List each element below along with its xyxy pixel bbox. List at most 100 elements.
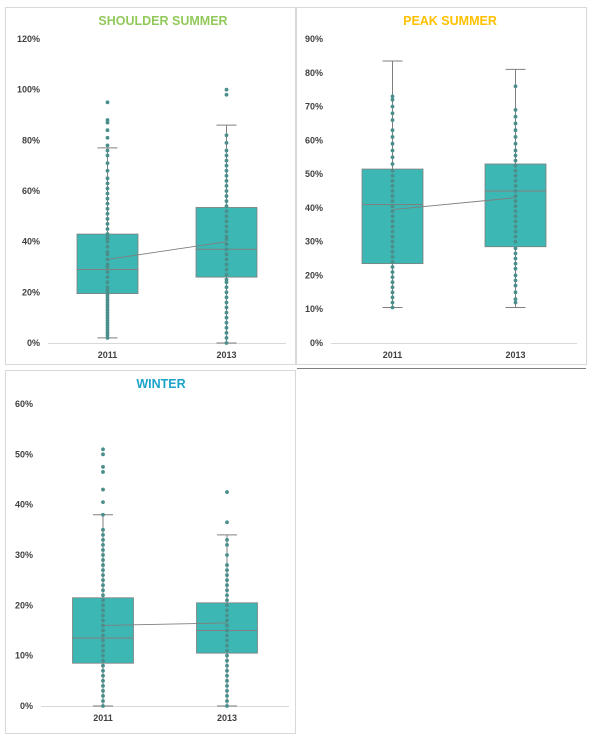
data-point (390, 249, 395, 254)
chart-title-peak-summer: PEAK SUMMER (403, 14, 497, 28)
data-point (224, 199, 229, 204)
data-point (101, 588, 105, 593)
data-point (224, 315, 229, 320)
data-point (224, 204, 229, 209)
data-point (224, 153, 229, 158)
chart-svg: PEAK SUMMER 0% 10% 20% 30% 40% 50% 60% 70% 80% 90%… (305, 14, 577, 360)
data-point (390, 199, 395, 204)
data-point (101, 643, 105, 648)
data-point (101, 608, 105, 613)
data-point (224, 173, 229, 178)
data-point (101, 553, 105, 557)
y-tick-label: 50% (15, 449, 33, 459)
data-point (225, 694, 229, 698)
data-point (105, 244, 110, 249)
data-point (225, 638, 229, 643)
y-tick-label: 80% (305, 68, 323, 78)
data-point (101, 668, 105, 673)
data-point (513, 114, 518, 119)
data-point (390, 265, 395, 269)
data-point (390, 234, 395, 239)
data-point (224, 295, 229, 300)
data-point (225, 683, 229, 688)
data-point (105, 262, 110, 267)
data-point (105, 143, 110, 148)
data-point (390, 111, 395, 116)
y-tick-label: 20% (15, 600, 33, 610)
data-point (224, 252, 229, 257)
data-point (101, 452, 105, 457)
data-point (513, 214, 518, 219)
data-point (105, 196, 110, 201)
data-point (105, 206, 110, 211)
data-point (224, 277, 229, 282)
x-tick-label: 2013 (216, 350, 236, 360)
data-point (513, 168, 518, 173)
data-point (101, 613, 105, 618)
data-point (390, 224, 395, 229)
data-point (390, 189, 395, 193)
data-point (105, 168, 110, 173)
data-point (101, 532, 105, 537)
data-point (390, 270, 395, 274)
data-point (225, 593, 229, 598)
data-point (105, 285, 110, 290)
data-point (105, 176, 110, 181)
data-point (224, 184, 229, 188)
data-point (224, 247, 229, 252)
data-point (101, 683, 105, 688)
data-point (101, 538, 105, 542)
data-point (224, 133, 229, 138)
data-point (224, 214, 229, 219)
data-point (105, 249, 110, 254)
data-point (513, 256, 518, 261)
divider-line (297, 368, 586, 369)
data-point (101, 527, 105, 532)
data-point (101, 573, 105, 578)
data-point (390, 128, 395, 133)
data-point (390, 244, 395, 249)
y-tick-label: 0% (20, 701, 33, 711)
data-point (225, 653, 229, 658)
data-point (225, 699, 229, 703)
data-point (513, 163, 518, 168)
data-point (105, 153, 110, 158)
data-point (101, 598, 105, 603)
data-point (225, 588, 229, 593)
data-point (225, 704, 229, 708)
data-point (390, 300, 395, 305)
y-tick-label: 60% (15, 399, 33, 409)
data-point (390, 94, 395, 99)
data-point (390, 219, 395, 224)
data-point (513, 121, 518, 126)
data-point (513, 128, 518, 133)
mean-line (392, 197, 516, 211)
data-point (513, 229, 518, 234)
data-point (513, 251, 518, 256)
data-point (513, 283, 518, 288)
chart-panel-winter: WINTER 0% 10% 20% 30% 40% 50% 60% 2011 2013 (5, 370, 296, 734)
data-point (224, 189, 229, 193)
data-point (224, 257, 229, 262)
data-point (101, 699, 105, 703)
data-point (101, 563, 105, 567)
data-point (390, 295, 395, 300)
data-point (390, 290, 395, 295)
y-tick-label: 20% (22, 287, 40, 297)
data-point (225, 538, 229, 542)
y-tick-label: 10% (15, 651, 33, 661)
data-point (105, 280, 110, 285)
data-point (225, 648, 229, 653)
data-point (101, 704, 105, 708)
y-tick-label: 70% (305, 102, 323, 112)
y-tick-label: 20% (305, 270, 323, 280)
x-tick-label: 2013 (505, 350, 525, 360)
data-point (224, 209, 229, 214)
x-tick-label: 2013 (217, 713, 237, 723)
data-point (224, 140, 229, 145)
data-point (513, 246, 518, 251)
data-point (101, 500, 105, 505)
data-point (224, 330, 229, 335)
data-point (101, 583, 105, 588)
data-point (225, 490, 229, 494)
